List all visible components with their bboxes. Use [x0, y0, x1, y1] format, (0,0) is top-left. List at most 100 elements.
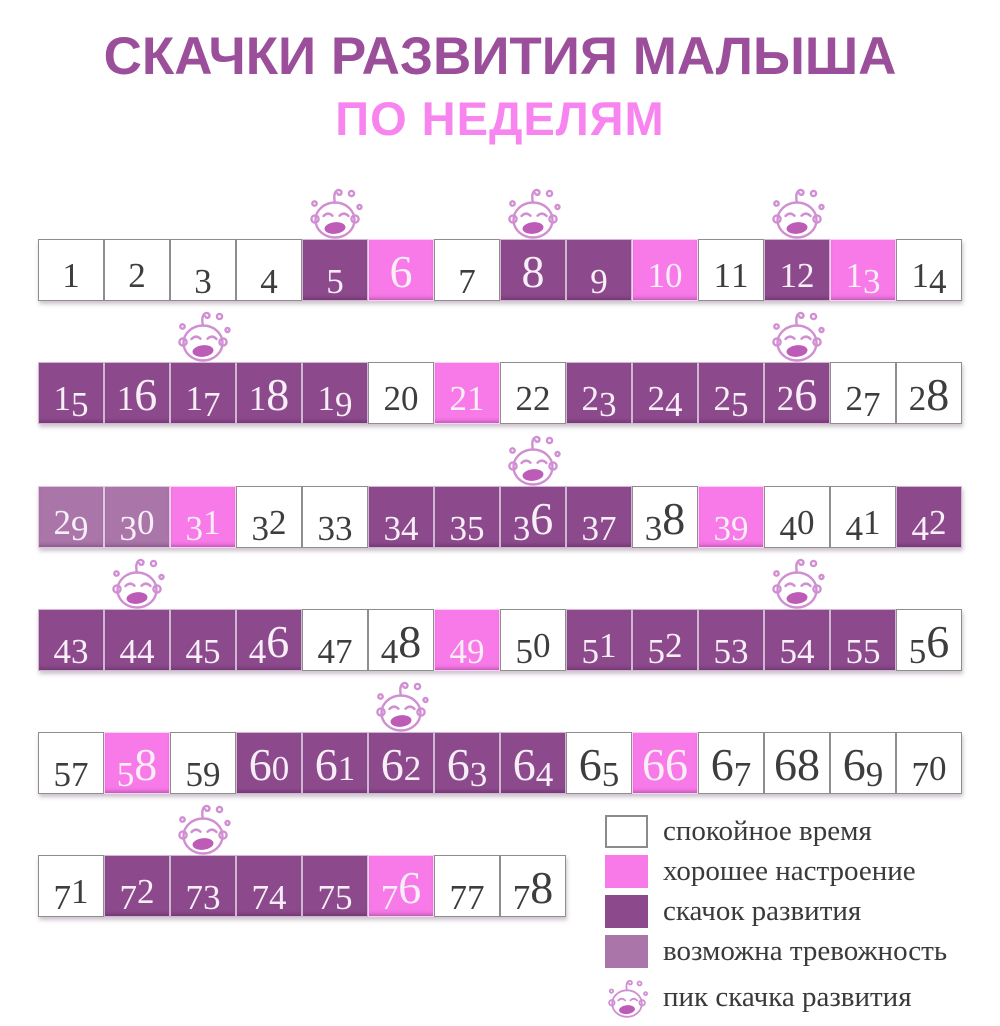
week-number: 39 [713, 508, 749, 548]
week-cell-8: 8 [500, 239, 566, 301]
week-cell-78: 78 [500, 855, 566, 917]
week-cell-55: 55 [830, 609, 896, 671]
legend-label: хорошее настроение [663, 854, 916, 887]
week-number: 33 [317, 508, 353, 548]
week-number: 68 [774, 739, 820, 790]
week-cell-75: 75 [302, 855, 368, 917]
week-number: 48 [380, 616, 422, 671]
week-number: 7 [458, 261, 476, 301]
week-cell-10: 10 [632, 239, 698, 301]
legend-item-good: хорошее настроение [605, 854, 947, 888]
white-box-swatch [605, 814, 648, 848]
week-number: 69 [842, 739, 884, 794]
week-number: 65 [578, 739, 620, 794]
week-number: 66 [642, 739, 688, 790]
week-cell-77: 77 [434, 855, 500, 917]
week-cell-71: 71 [38, 855, 104, 917]
week-number: 53 [713, 631, 749, 671]
week-number: 46 [248, 616, 290, 671]
week-number: 60 [248, 739, 290, 790]
week-number: 5 [326, 261, 344, 301]
week-number: 57 [53, 754, 89, 794]
week-cell-42: 42 [896, 486, 962, 548]
week-number: 11 [713, 256, 749, 295]
week-number: 10 [647, 256, 683, 295]
week-cell-7: 7 [434, 239, 500, 301]
week-cell-37: 37 [566, 486, 632, 548]
week-number: 23 [581, 379, 617, 424]
week-cell-33: 33 [302, 486, 368, 548]
legend-label: возможна тревожность [663, 934, 948, 967]
week-number: 76 [380, 862, 422, 917]
week-cell-14: 14 [896, 239, 962, 301]
week-number: 40 [779, 503, 815, 548]
week-number: 9 [590, 261, 608, 301]
week-number: 38 [644, 493, 686, 548]
week-number: 56 [908, 616, 950, 671]
peak-crying-baby-icon [772, 558, 825, 609]
week-cell-4: 4 [236, 239, 302, 301]
week-cell-57: 57 [38, 732, 104, 794]
peak-crying-baby-icon [178, 311, 231, 362]
week-number: 18 [248, 369, 290, 420]
peak-crying-baby-icon [376, 681, 429, 732]
pink-box-swatch [605, 854, 648, 888]
week-number: 78 [512, 862, 554, 917]
week-cell-63: 63 [434, 732, 500, 794]
week-number: 25 [713, 379, 749, 424]
week-cell-6: 6 [368, 239, 434, 301]
week-number: 61 [314, 739, 356, 790]
week-number: 64 [512, 739, 554, 794]
week-number: 21 [449, 379, 485, 418]
week-number: 32 [251, 503, 287, 548]
week-number: 63 [446, 739, 488, 794]
legend-label: пик скачка развития [663, 981, 912, 1013]
week-cell-13: 13 [830, 239, 896, 301]
week-cell-27: 27 [830, 362, 896, 424]
week-number: 70 [911, 749, 947, 794]
week-number: 41 [845, 503, 881, 548]
week-cell-18: 18 [236, 362, 302, 424]
week-number: 3 [194, 261, 212, 301]
week-number: 14 [911, 256, 947, 301]
week-cell-26: 26 [764, 362, 830, 424]
week-cell-20: 20 [368, 362, 434, 424]
peak-crying-baby-icon [772, 188, 825, 239]
week-cell-29: 29 [38, 486, 104, 548]
week-cell-16: 16 [104, 362, 170, 424]
week-cell-47: 47 [302, 609, 368, 671]
week-cell-25: 25 [698, 362, 764, 424]
week-cell-22: 22 [500, 362, 566, 424]
week-cell-72: 72 [104, 855, 170, 917]
week-number: 30 [119, 503, 155, 548]
week-cell-28: 28 [896, 362, 962, 424]
week-cell-68: 68 [764, 732, 830, 794]
week-cell-74: 74 [236, 855, 302, 917]
week-cell-15: 15 [38, 362, 104, 424]
week-number: 71 [53, 872, 89, 917]
week-cell-62: 62 [368, 732, 434, 794]
week-cell-40: 40 [764, 486, 830, 548]
week-cell-12: 12 [764, 239, 830, 301]
week-cell-49: 49 [434, 609, 500, 671]
week-number: 27 [845, 379, 881, 424]
week-cell-58: 58 [104, 732, 170, 794]
week-cell-66: 66 [632, 732, 698, 794]
week-cell-53: 53 [698, 609, 764, 671]
week-cell-73: 73 [170, 855, 236, 917]
crying-baby-icon [608, 979, 648, 1018]
peak-crying-baby-icon [310, 188, 363, 239]
week-number: 20 [383, 379, 419, 418]
week-row-4: 43 44 45 46 47 48 49 50 51 52 53 54 55 56 [38, 558, 962, 671]
week-cell-65: 65 [566, 732, 632, 794]
week-cell-39: 39 [698, 486, 764, 548]
week-cell-9: 9 [566, 239, 632, 301]
week-cell-11: 11 [698, 239, 764, 301]
week-cell-51: 51 [566, 609, 632, 671]
week-number: 58 [116, 739, 158, 794]
peak-crying-baby-icon [112, 558, 165, 609]
week-number: 72 [119, 872, 155, 917]
week-cell-3: 3 [170, 239, 236, 301]
